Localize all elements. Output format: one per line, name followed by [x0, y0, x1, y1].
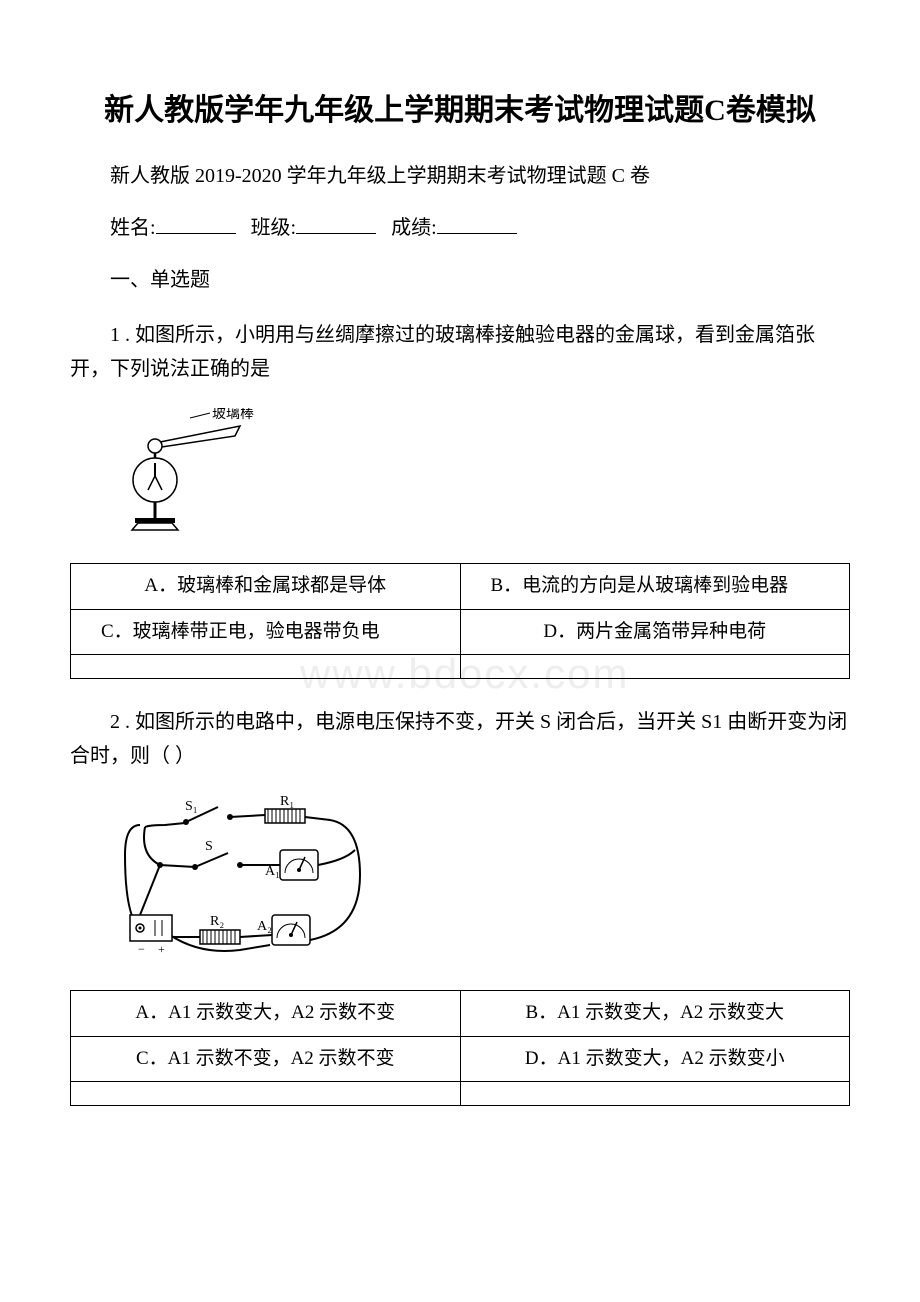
table-row: C．玻璃棒带正电，验电器带负电 D．两片金属箔带异种电荷 — [71, 609, 850, 655]
empty-cell — [71, 655, 461, 679]
subtitle: 新人教版 2019-2020 学年九年级上学期期末考试物理试题 C 卷 — [70, 160, 850, 192]
circuit-diagram: S₁ R₁ S A₁ — [110, 795, 380, 965]
s-label: S — [205, 839, 213, 854]
q2-options-table: A．A1 示数变大，A2 示数不变 B．A1 示数变大，A2 示数变大 C．A1… — [70, 990, 850, 1106]
table-row: A．A1 示数变大，A2 示数不变 B．A1 示数变大，A2 示数变大 — [71, 991, 850, 1037]
glass-rod-label: 玻璃棒 — [212, 408, 254, 422]
empty-cell — [460, 1082, 850, 1106]
table-row: C．A1 示数不变，A2 示数不变 D．A1 示数变大，A2 示数变小 — [71, 1036, 850, 1082]
q1-option-b: B．电流的方向是从玻璃棒到验电器 — [460, 564, 850, 610]
r2-label: R₂ — [210, 914, 224, 929]
q1-option-a: A．玻璃棒和金属球都是导体 — [71, 564, 461, 610]
empty-cell — [460, 655, 850, 679]
score-blank[interactable] — [437, 233, 517, 234]
s1-label: S₁ — [185, 799, 198, 814]
form-line: 姓名: 班级: 成绩: — [70, 212, 850, 244]
name-label: 姓名: — [110, 217, 156, 239]
table-row-empty — [71, 1082, 850, 1106]
r1-label: R₁ — [280, 795, 294, 809]
q2-option-a: A．A1 示数变大，A2 示数不变 — [71, 991, 461, 1037]
electroscope-diagram: 玻璃棒 — [110, 408, 270, 538]
q1-figure: 玻璃棒 — [110, 408, 850, 543]
name-blank[interactable] — [156, 233, 236, 234]
battery-plus: + — [158, 942, 165, 956]
section-title: 一、单选题 — [70, 264, 850, 296]
q2-option-c: C．A1 示数不变，A2 示数不变 — [71, 1036, 461, 1082]
q1-option-d: D．两片金属箔带异种电荷 — [460, 609, 850, 655]
table-row-empty — [71, 655, 850, 679]
q2-figure: S₁ R₁ S A₁ — [110, 795, 850, 970]
q2-text: 2 . 如图所示的电路中，电源电压保持不变，开关 S 闭合后，当开关 S1 由断… — [70, 705, 850, 773]
class-label: 班级: — [251, 217, 297, 239]
q1-text: 1 . 如图所示，小明用与丝绸摩擦过的玻璃棒接触验电器的金属球，看到金属箔张开，… — [70, 318, 850, 386]
q1-option-c: C．玻璃棒带正电，验电器带负电 — [71, 609, 461, 655]
a2-label: A₂ — [257, 919, 272, 934]
battery-minus: − — [138, 942, 145, 956]
score-label: 成绩: — [391, 217, 437, 239]
page: 新人教版学年九年级上学期期末考试物理试题C卷模拟 新人教版 2019-2020 … — [70, 90, 850, 1106]
q2-option-d: D．A1 示数变大，A2 示数变小 — [460, 1036, 850, 1082]
q2-option-b: B．A1 示数变大，A2 示数变大 — [460, 991, 850, 1037]
class-blank[interactable] — [296, 233, 376, 234]
table-row: A．玻璃棒和金属球都是导体 B．电流的方向是从玻璃棒到验电器 — [71, 564, 850, 610]
q1-options-table: A．玻璃棒和金属球都是导体 B．电流的方向是从玻璃棒到验电器 C．玻璃棒带正电，… — [70, 563, 850, 679]
empty-cell — [71, 1082, 461, 1106]
a1-label: A₁ — [265, 864, 280, 879]
page-title: 新人教版学年九年级上学期期末考试物理试题C卷模拟 — [70, 90, 850, 132]
